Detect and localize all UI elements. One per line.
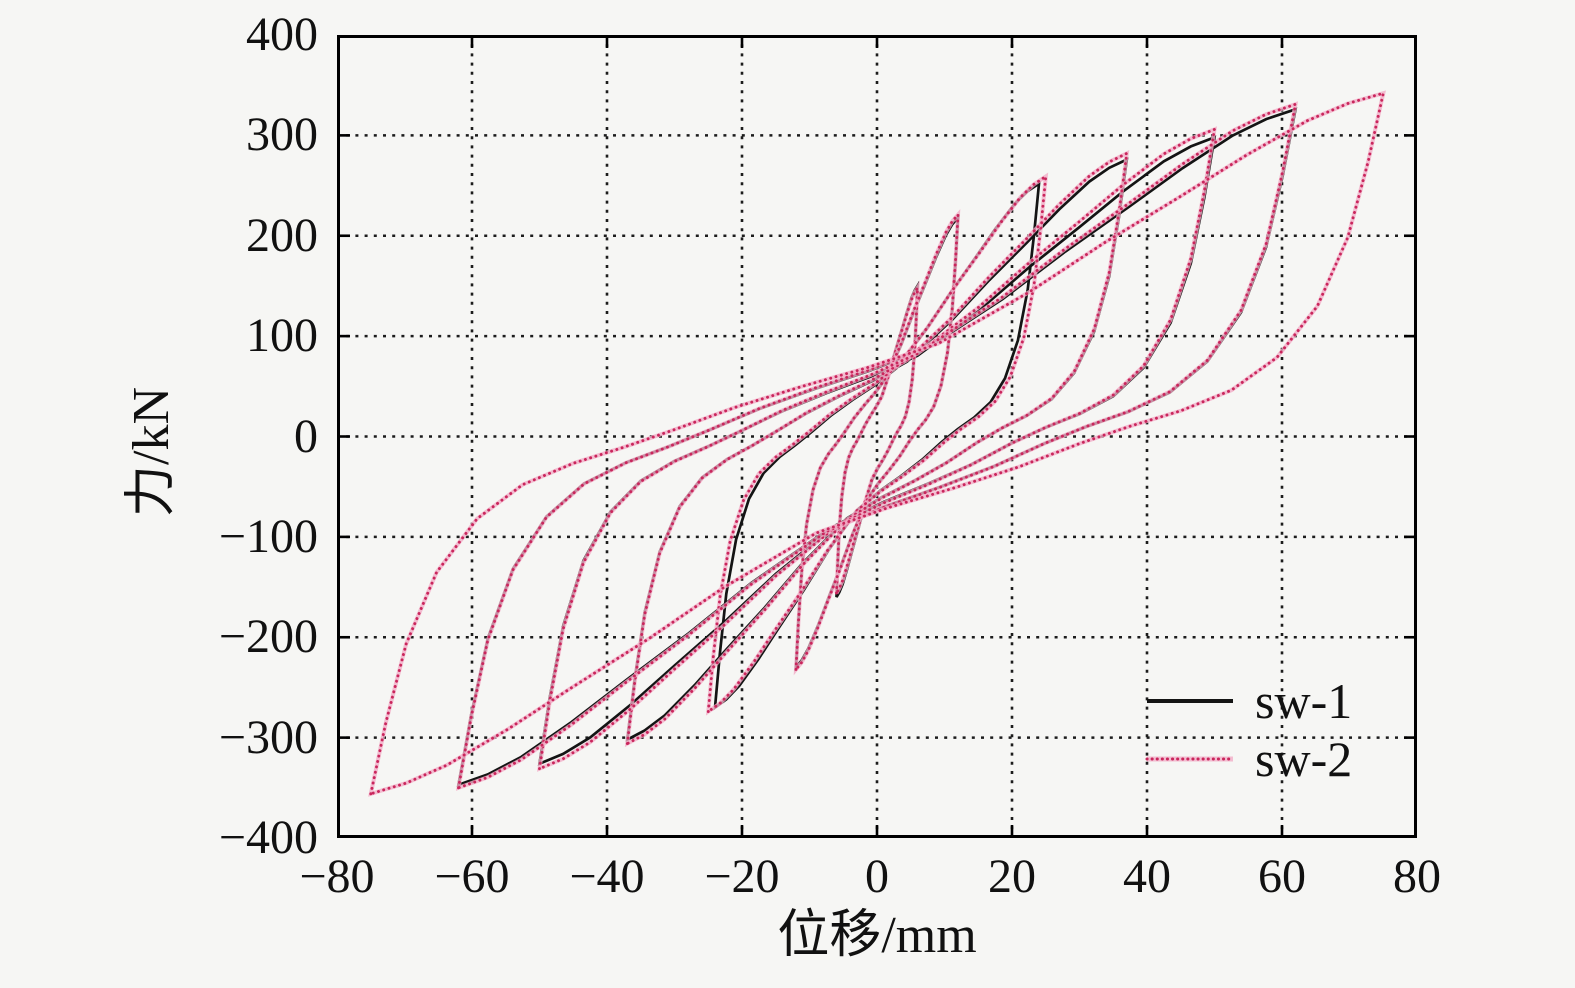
y-tick-label: 100 <box>246 309 318 363</box>
x-tick-label: 0 <box>865 850 889 903</box>
curve-sw-2-cycle <box>625 150 1129 747</box>
legend-item-sw-1: sw-1 <box>1145 672 1352 730</box>
legend: sw-1 sw-2 <box>1145 672 1352 788</box>
y-tick-label: −300 <box>218 710 318 764</box>
y-tick-label: 0 <box>294 409 318 463</box>
x-axis-title: 位移/mm <box>777 907 977 964</box>
solid-line-sample-icon <box>1147 699 1233 703</box>
x-tick-label: 20 <box>988 850 1036 903</box>
plot-area <box>337 35 1417 838</box>
curve-sw-2-cycle <box>706 173 1048 715</box>
curve-sw-1-cycle <box>713 180 1041 711</box>
curve-sw-2-cycle <box>835 282 920 594</box>
x-tick-label: −60 <box>434 850 510 903</box>
x-tick-label: 40 <box>1123 850 1171 903</box>
x-tick-label: −80 <box>299 850 375 903</box>
y-tick-label: 400 <box>246 8 318 61</box>
curve-sw-2-cycle <box>456 102 1298 791</box>
x-tick-label: −40 <box>569 850 645 903</box>
y-tick-label: 300 <box>246 108 318 162</box>
x-tick-label: 60 <box>1258 850 1306 903</box>
x-tick-label: 80 <box>1393 850 1441 903</box>
curve-sw-2-cycle <box>794 210 960 674</box>
x-tick-label: −20 <box>704 850 780 903</box>
plot-border <box>337 35 1417 838</box>
dotted-line-sample-icon <box>1145 756 1235 762</box>
curve-sw-2-cycle <box>368 91 1386 796</box>
legend-label-sw-1: sw-1 <box>1255 673 1353 729</box>
y-tick-label: −400 <box>218 811 318 864</box>
y-tick-label: −100 <box>218 509 318 563</box>
curve-sw-2-cycle <box>537 127 1217 772</box>
legend-item-sw-2: sw-2 <box>1145 730 1352 788</box>
legend-label-sw-2: sw-2 <box>1255 731 1353 787</box>
y-tick-label: −200 <box>218 610 318 664</box>
y-tick-label: 200 <box>246 208 318 262</box>
